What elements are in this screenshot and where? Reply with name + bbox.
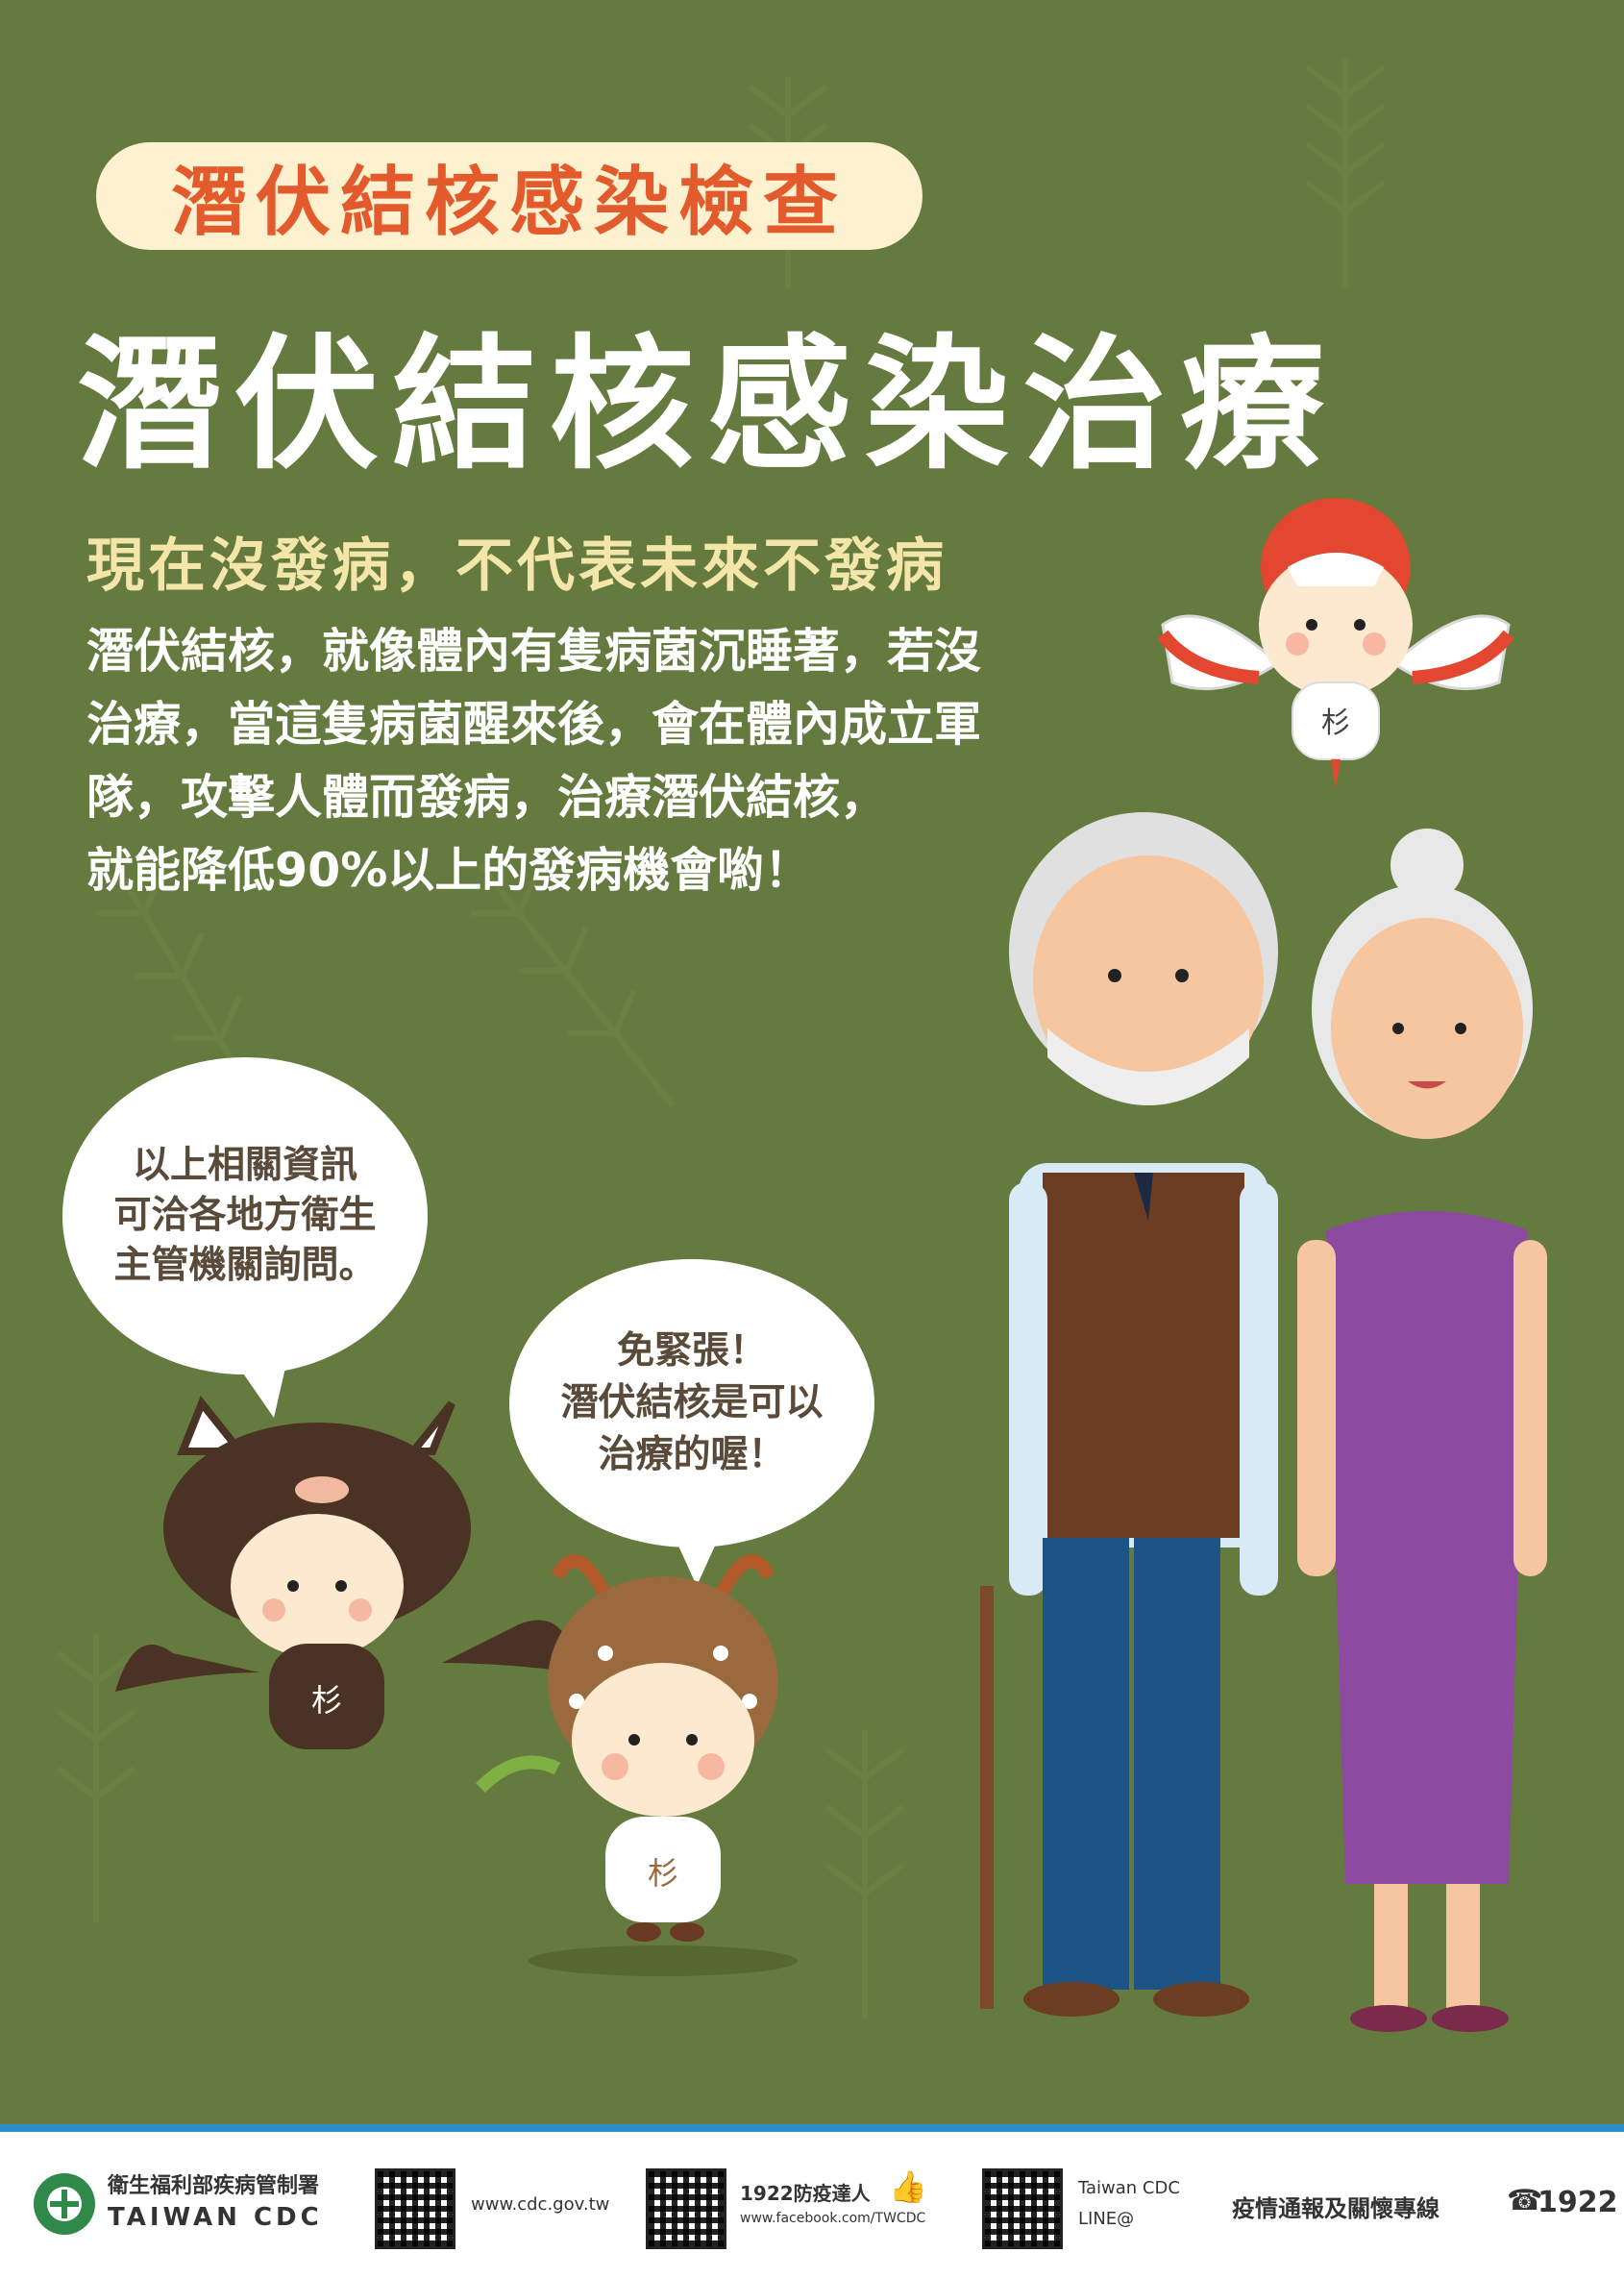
speech-bubble-tail [673, 1533, 721, 1586]
org-name-en: TAIWAN CDC [108, 2203, 323, 2232]
svg-text:杉: 杉 [1321, 706, 1350, 740]
svg-text:杉: 杉 [311, 1682, 342, 1719]
page-title: 潛伏結核感染治療 [77, 322, 1339, 489]
bubble-line: 免緊張！ [616, 1329, 767, 1373]
poster: 潛伏結核感染檢查 潛伏結核感染治療 現在沒發病，不代表未來不發病 潛伏結核，就像… [62, 142, 1547, 2032]
grandmother-illustration [1297, 829, 1547, 2032]
bubble-line: 治療的喔！ [598, 1433, 786, 1476]
speech-bubble-reassure: 免緊張！ 潛伏結核是可以 治療的喔！ [509, 1259, 874, 1548]
cdc-logo-icon [34, 2173, 95, 2235]
facebook-label: 1922防疫達人 [740, 2182, 871, 2205]
org-name: 衛生福利部疾病管制署 [108, 2174, 320, 2198]
qr-code-website[interactable] [375, 2168, 455, 2249]
bubble-line: 潛伏結核是可以 [560, 1381, 824, 1424]
svg-text:杉: 杉 [648, 1855, 678, 1892]
body-line: 潛伏結核，就像體內有隻病菌沉睡著，若沒 [86, 624, 982, 679]
bubble-line: 可洽各地方衛生 [113, 1194, 377, 1237]
footer: 衛生福利部疾病管制署 TAIWAN CDC www.cdc.gov.tw 192… [0, 2124, 1624, 2278]
thumbs-up-icon: 👍 [889, 2168, 927, 2205]
phone-icon: ☎ [1507, 2184, 1543, 2217]
line-label: Taiwan CDC [1078, 2178, 1180, 2198]
headline: 現在沒發病，不代表未來不發病 [86, 532, 947, 600]
body-text: 潛伏結核，就像體內有隻病菌沉睡著，若沒 治療，當這隻病菌醒來後，會在體內成立軍 … [86, 615, 1144, 907]
qr-code-line[interactable] [982, 2168, 1063, 2249]
bubble-line: 主管機關詢問。 [113, 1244, 377, 1287]
website-link[interactable]: www.cdc.gov.tw [471, 2194, 610, 2215]
bubble-line: 以上相關資訊 [132, 1144, 357, 1187]
bird-mascot-illustration: 杉 [1157, 498, 1514, 788]
hotline-label: 疫情通報及關懷專線 [1232, 2195, 1439, 2222]
speech-bubble-info: 以上相關資訊 可洽各地方衛生 主管機關詢問。 [62, 1057, 428, 1374]
facebook-link[interactable]: www.facebook.com/TWCDC [740, 2211, 926, 2226]
qr-code-facebook[interactable] [646, 2168, 726, 2249]
hotline-number[interactable]: 1922 [1538, 2186, 1618, 2219]
body-line: 治療，當這隻病菌醒來後，會在體內成立軍 [86, 697, 982, 752]
deer-mascot-illustration: 杉 [476, 1554, 798, 1976]
subtitle-pill: 潛伏結核感染檢查 [96, 142, 923, 250]
bat-mascot-illustration: 杉 [115, 1396, 577, 1749]
line-sub: LINE@ [1078, 2209, 1135, 2229]
grandfather-illustration [980, 812, 1278, 2017]
body-line: 隊，攻擊人體而發病，治療潛伏結核， [86, 770, 888, 825]
speech-bubble-tail [231, 1355, 288, 1418]
subtitle-text: 潛伏結核感染檢查 [170, 160, 848, 246]
body-line: 就能降低90%以上的發病機會喲！ [86, 843, 812, 898]
